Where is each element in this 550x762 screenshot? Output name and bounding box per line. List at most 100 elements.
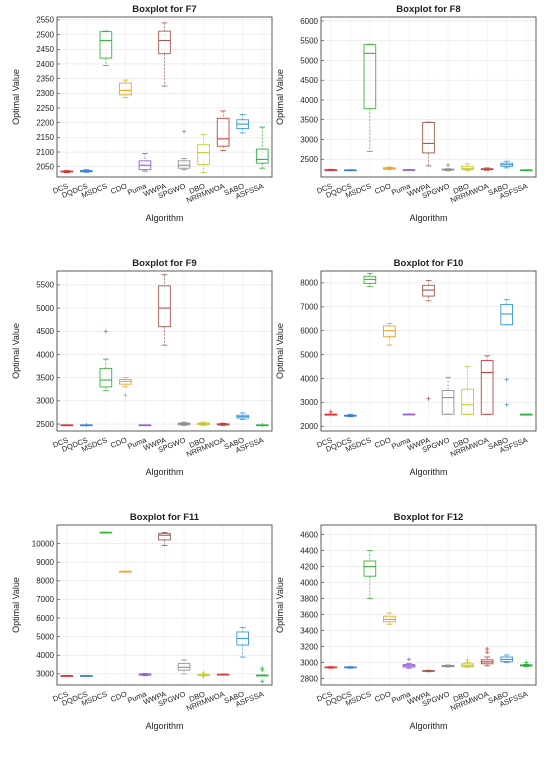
y-tick-label: 2450 (36, 45, 54, 54)
box-body (461, 388, 474, 415)
outlier-marker (201, 670, 206, 675)
y-tick-label: 5000 (36, 632, 54, 641)
y-tick-label: 6000 (300, 327, 318, 336)
box-dqdcs (344, 666, 357, 669)
box-cdo (119, 377, 132, 398)
box-body (216, 117, 230, 147)
box-sabo (236, 626, 249, 658)
box-puma (402, 657, 416, 669)
box-body (158, 532, 171, 541)
box-puma (402, 169, 416, 171)
box-wwpa (158, 274, 171, 346)
outlier-marker (426, 396, 431, 401)
box-asfssa (519, 169, 533, 172)
box-sabo (236, 114, 249, 134)
outlier-marker (201, 674, 206, 679)
box-body (177, 160, 191, 169)
y-tick-label: 2500 (300, 155, 318, 164)
box-sabo (500, 654, 513, 663)
box-dqdcs (80, 169, 93, 173)
x-axis-label: Algorithm (409, 467, 447, 477)
y-tick-label: 5500 (36, 281, 54, 290)
chart-title: Boxplot for F11 (130, 512, 200, 523)
x-axis-label: Algorithm (145, 213, 183, 223)
y-tick-label: 2100 (36, 148, 54, 157)
box-dqdcs (80, 675, 93, 677)
y-tick-label: 3000 (36, 670, 54, 679)
box-sabo (236, 412, 249, 420)
box-body (500, 303, 513, 326)
box-body (158, 285, 171, 328)
box-asfssa (255, 422, 269, 427)
box-spgwo (441, 376, 455, 415)
box-cdo (383, 323, 396, 346)
outlier-marker (485, 650, 490, 655)
chart-title: Boxplot for F7 (132, 4, 196, 15)
y-tick-label: 3600 (300, 610, 318, 619)
outlier-marker (328, 409, 333, 414)
y-tick-label: 3800 (300, 594, 318, 603)
box-msdcs (363, 272, 377, 287)
y-tick-label: 10000 (32, 539, 55, 548)
box-dcs (324, 409, 338, 416)
box-wwpa (422, 669, 435, 673)
y-tick-label: 3000 (36, 397, 54, 406)
box-wwpa (422, 121, 435, 167)
y-axis-label: Optimal Value (11, 577, 21, 633)
y-tick-label: 5500 (300, 37, 318, 46)
box-msdcs (99, 329, 113, 392)
chart-title: Boxplot for F9 (132, 258, 196, 269)
box-wwpa (158, 22, 171, 87)
y-axis-label: Optimal Value (11, 323, 21, 379)
outlier-marker (406, 657, 411, 662)
x-category-label: NRRMWOA (449, 689, 490, 712)
y-tick-label: 4600 (300, 530, 318, 539)
y-tick-label: 2550 (36, 16, 54, 25)
y-tick-label: 2050 (36, 163, 54, 172)
x-axis-label: Algorithm (409, 213, 447, 223)
box-nrrmwoa (216, 110, 230, 151)
box-nrrmwoa (216, 673, 230, 676)
plot-frame (56, 16, 273, 178)
box-msdcs (363, 550, 377, 599)
y-tick-label: 4000 (300, 96, 318, 105)
box-spgwo (177, 129, 191, 171)
y-tick-label: 2500 (36, 420, 54, 429)
y-tick-label: 3400 (300, 626, 318, 635)
boxplot-panel: 2000300040005000600070008000DCSDQDCSMSDC… (275, 258, 537, 477)
outlier-marker (84, 422, 89, 427)
y-tick-label: 3000 (300, 658, 318, 667)
chart-title: Boxplot for F8 (396, 4, 460, 15)
box-body (422, 122, 435, 154)
box-cdo (119, 79, 132, 99)
box-asfssa (255, 126, 269, 169)
y-tick-label: 6000 (36, 614, 54, 623)
x-category-label: NRRMWOA (449, 181, 490, 204)
box-body (119, 82, 132, 96)
box-dbo (197, 670, 210, 679)
box-puma (402, 413, 416, 416)
outlier-marker (260, 668, 265, 673)
y-tick-label: 4200 (300, 562, 318, 571)
y-tick-label: 2200 (36, 118, 54, 127)
plot-frame (56, 270, 273, 432)
box-nrrmwoa (480, 167, 494, 171)
y-tick-label: 2400 (36, 60, 54, 69)
y-tick-label: 8000 (300, 279, 318, 288)
box-dcs (60, 170, 74, 173)
box-cdo (383, 612, 396, 625)
x-category-label: NRRMWOA (449, 435, 490, 458)
outlier-marker (260, 679, 265, 684)
plot-frame (320, 524, 537, 686)
y-tick-label: 2000 (300, 422, 318, 431)
y-tick-label: 2150 (36, 133, 54, 142)
box-asfssa (519, 413, 533, 416)
box-nrrmwoa (216, 422, 230, 426)
y-tick-label: 3500 (300, 116, 318, 125)
box-dbo (197, 134, 210, 173)
boxplot-panel: 2800 3000 3200 3400 3600 3800 4000 4200 4400 4600… (275, 512, 537, 731)
boxplot-panel: 25003000350040004500500055006000DCSDQDCS… (275, 4, 537, 223)
outlier-marker (260, 422, 265, 427)
y-tick-label: 8000 (36, 577, 54, 586)
y-tick-label: 2300 (36, 89, 54, 98)
